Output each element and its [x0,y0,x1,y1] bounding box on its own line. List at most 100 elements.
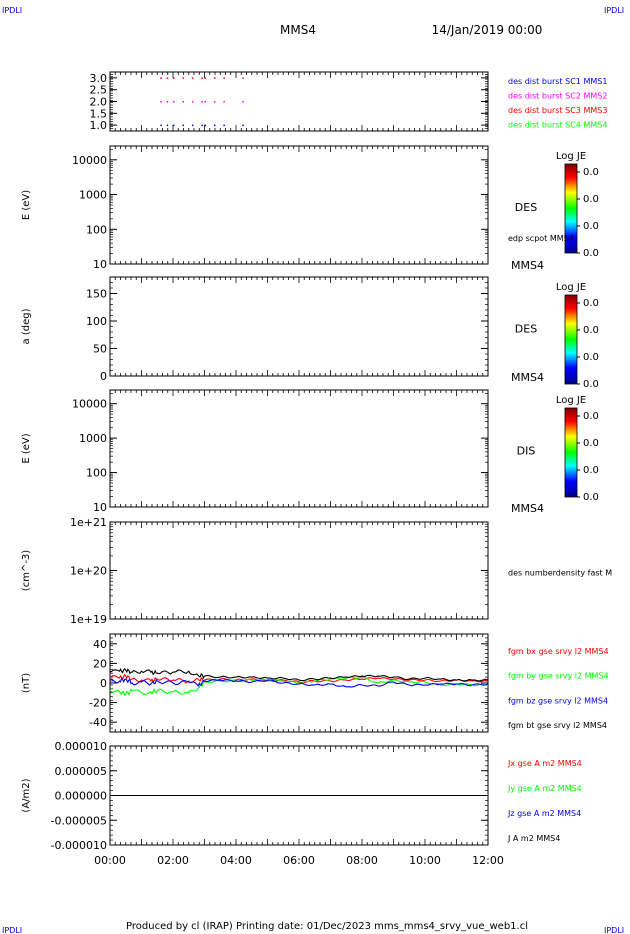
colorbar [564,407,578,498]
burst-marker [213,77,216,79]
y-tick-label: 10000 [72,154,107,167]
panel-frame [109,276,489,377]
burst-marker [201,77,203,79]
colorbar-tick-label: 0.0 [583,438,599,449]
burst-marker [242,101,244,103]
y-tick-label: 2.5 [90,84,108,97]
y-tick-label: 10 [93,501,107,514]
burst-marker [166,77,169,79]
time-tick-label: 02:00 [157,854,189,867]
y-tick-label: -0.000005 [51,814,107,827]
y-tick-label: 10000 [72,398,107,411]
time-tick-label: 00:00 [94,854,126,867]
spacecraft-label: MMS4 [511,259,544,272]
y-tick-label: 40 [93,638,107,651]
burst-marker [182,124,184,127]
y-axis-label: (A/m2) [21,778,32,812]
spacecraft-label: MMS4 [511,502,544,515]
colorbar-tick-label: 0.0 [583,194,599,205]
y-tick-label: 20 [93,657,107,670]
panel-contents: 1.01.52.02.53.0 des dist burst SC1 MMS1 de… [21,72,612,867]
legend-entry: Jz gse A m2 MMS4 [507,809,581,818]
y-tick-label: 3.0 [90,72,108,85]
y-tick-label: 150 [86,288,107,301]
burst-marker [223,77,225,79]
burst-marker [166,124,169,127]
colorbar-tick-label: 0.0 [583,492,599,503]
burst-marker [173,77,175,79]
colorbar-tick-label: 0.0 [583,167,599,178]
corner-label-top-left: IPDLI [2,6,22,15]
burst-marker [160,77,162,79]
colorbar-tick-label: 0.0 [583,465,599,476]
burst-marker [223,101,225,103]
legend-entry: des dist burst SC2 MMS2 [508,92,607,101]
instrument-label: DES [515,323,537,336]
corner-label-bottom-left: IPDLI [2,926,22,934]
colorbar-tick-label: 0.0 [583,221,599,232]
legend-entry: fgm bz gse srvy l2 MMS4 [508,696,608,705]
y-tick-label: 1e+19 [70,613,107,626]
time-tick-label: 10:00 [409,854,441,867]
burst-marker [182,77,184,79]
y-tick-label: 100 [86,467,107,480]
y-axis-label: a (deg) [21,308,32,344]
y-tick-label: -20 [89,697,107,710]
time-tick-label: 08:00 [346,854,378,867]
y-tick-label: -40 [89,716,107,729]
colorbar [564,163,578,254]
burst-marker [242,124,244,127]
burst-marker [242,77,244,79]
time-tick-label: 04:00 [220,854,252,867]
y-axis-label: E (eV) [21,433,32,463]
time-tick-label: 06:00 [283,854,315,867]
y-axis-label: E (eV) [21,190,32,220]
burst-marker [173,124,175,127]
panel-frame [109,521,489,620]
y-tick-label: 0.000000 [55,790,108,803]
instrument-label: DIS [517,445,536,458]
y-tick-label: 1e+20 [70,565,107,578]
burst-marker [223,124,225,127]
spacecraft-title: MMS4 [280,23,316,37]
burst-marker [204,77,206,79]
colorbar [564,294,578,385]
y-axis-label: (nT) [21,673,32,693]
legend-entry: des dist burst SC1 MMS1 [508,77,607,86]
corner-label-bottom-right: IPDLI [604,926,624,934]
colorbar-tick-label: 0.0 [583,298,599,309]
y-tick-label: 1.5 [90,107,108,120]
y-tick-label: 1000 [79,189,107,202]
panel-frame [109,389,489,508]
burst-marker [191,124,194,127]
y-tick-label: 2.0 [90,96,108,109]
instrument-label: DES [515,201,537,214]
legend-entry: fgm by gse srvy l2 MMS4 [508,672,609,681]
plot-date: 14/Jan/2019 00:00 [432,23,543,37]
y-tick-label: 1.0 [90,119,108,132]
burst-marker [191,77,194,79]
legend-entry: fgm bt gse srvy l2 MMS4 [508,721,607,730]
footer-credit: Produced by cl (IRAP) Printing date: 01/… [126,921,528,932]
colorbar-title: Log JE [556,151,586,162]
spacecraft-label: MMS4 [511,371,544,384]
burst-marker [213,124,216,127]
y-tick-label: 100 [86,315,107,328]
series-line [109,677,489,688]
burst-marker [213,101,216,103]
legend-entry: Jy gse A m2 MMS4 [507,784,582,793]
panel-frame [109,145,489,265]
legend-entry: des numberdensity fast M [508,569,612,578]
burst-marker [182,101,184,103]
time-tick-label: 12:00 [472,854,504,867]
y-tick-label: 0 [100,677,107,690]
legend-entry: des dist burst SC4 MMS4 [508,121,607,130]
y-tick-label: 1000 [79,432,107,445]
burst-marker [166,101,169,103]
series-line [109,667,489,682]
y-tick-label: 100 [86,223,107,236]
legend-entry: fgm bx gse srvy l2 MMS4 [508,647,609,656]
colorbar-tick-label: 0.0 [583,411,599,422]
burst-marker [160,101,162,103]
